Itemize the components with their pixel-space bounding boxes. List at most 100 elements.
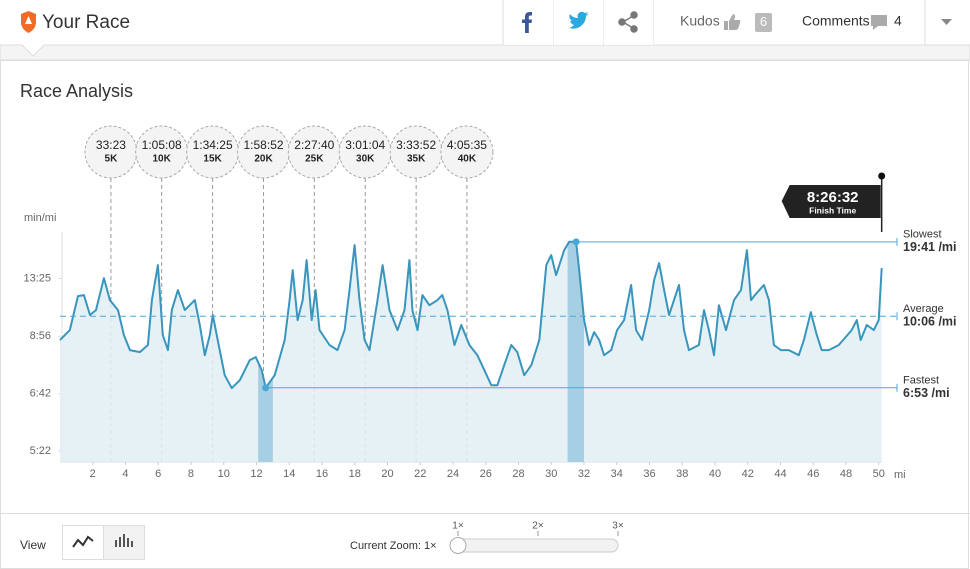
x-tick-label: 32 bbox=[578, 468, 590, 480]
comments-count[interactable]: 4 bbox=[894, 13, 902, 29]
x-tick-label: 48 bbox=[840, 468, 852, 480]
split-label: 25K bbox=[305, 154, 324, 165]
comment-icon[interactable] bbox=[871, 15, 887, 30]
split-label: 40K bbox=[458, 154, 477, 165]
header-divider bbox=[0, 44, 970, 61]
comments-button[interactable]: Comments 4 bbox=[802, 13, 902, 30]
logo-mark bbox=[25, 16, 32, 24]
thumb-icon[interactable] bbox=[724, 14, 741, 30]
split-time: 3:01:04 bbox=[345, 138, 385, 152]
x-tick-label: 12 bbox=[250, 468, 262, 480]
x-tick-label: 50 bbox=[873, 468, 885, 480]
button-bg[interactable] bbox=[62, 525, 104, 560]
annotation-label: Fastest bbox=[903, 375, 939, 387]
x-tick-label: 30 bbox=[545, 468, 557, 480]
share-dot[interactable] bbox=[630, 25, 638, 33]
menu-caret[interactable] bbox=[941, 19, 952, 25]
finish-flag bbox=[781, 185, 881, 218]
twitter-icon[interactable] bbox=[569, 11, 589, 29]
share-dot[interactable] bbox=[630, 11, 638, 19]
split-time: 1:58:52 bbox=[244, 138, 284, 152]
share-icon[interactable] bbox=[618, 11, 638, 33]
split-label: 35K bbox=[407, 154, 426, 165]
line-view-icon[interactable] bbox=[72, 535, 94, 548]
y-tick-label: 5:22 bbox=[30, 445, 51, 457]
kudos-count[interactable]: 6 bbox=[760, 14, 767, 29]
zoom-level[interactable]: 2× bbox=[532, 521, 544, 532]
x-tick-label: 10 bbox=[218, 468, 230, 480]
annotation-value: 10:06 /mi bbox=[903, 315, 957, 329]
comments-label[interactable]: Comments bbox=[802, 13, 870, 29]
x-tick-label: 18 bbox=[349, 468, 361, 480]
x-tick-label: 38 bbox=[676, 468, 688, 480]
x-tick-label: 8 bbox=[188, 468, 194, 480]
x-tick-label: 24 bbox=[447, 468, 459, 480]
kudos-label[interactable]: Kudos bbox=[680, 13, 720, 29]
split-time: 4:05:35 bbox=[447, 138, 487, 152]
x-tick-label: 20 bbox=[381, 468, 393, 480]
finish-label: Finish Time bbox=[809, 205, 856, 215]
split-time: 3:33:52 bbox=[396, 138, 436, 152]
line-view-button[interactable] bbox=[62, 525, 104, 560]
bar-view-icon[interactable] bbox=[115, 534, 133, 547]
facebook-icon[interactable] bbox=[522, 12, 532, 33]
zoom-level[interactable]: 3× bbox=[612, 521, 624, 532]
split-label: 5K bbox=[105, 154, 119, 165]
x-tick-label: 14 bbox=[283, 468, 295, 480]
share-dot[interactable] bbox=[618, 18, 626, 26]
split-label: 30K bbox=[356, 154, 375, 165]
y-tick-label: 8:56 bbox=[30, 330, 51, 342]
x-tick-label: 46 bbox=[807, 468, 819, 480]
kudos-button[interactable]: Kudos 6 bbox=[680, 13, 772, 32]
split-label: 15K bbox=[203, 154, 222, 165]
finish-dot bbox=[878, 172, 886, 180]
split-time: 2:27:40 bbox=[294, 138, 334, 152]
x-tick-label: 28 bbox=[512, 468, 524, 480]
zoom-level[interactable]: 1× bbox=[452, 521, 464, 532]
y-tick-label: 13:25 bbox=[23, 272, 51, 284]
zoom-slider[interactable]: 1× 2× 3× bbox=[449, 521, 624, 554]
slider-track[interactable] bbox=[451, 538, 619, 553]
x-tick-label: 34 bbox=[611, 468, 623, 480]
annotation-label: Average bbox=[903, 303, 944, 315]
facebook-button[interactable] bbox=[504, 0, 553, 45]
share-button[interactable] bbox=[604, 0, 653, 45]
annotation-dot bbox=[262, 384, 270, 392]
split-time: 1:34:25 bbox=[193, 138, 233, 152]
annotation-dot bbox=[572, 238, 580, 246]
split-bubble bbox=[440, 125, 494, 179]
button-bg[interactable] bbox=[604, 0, 653, 45]
section-title: Race Analysis bbox=[20, 81, 133, 101]
finish-time: 8:26:32 bbox=[807, 189, 859, 206]
x-unit: mi bbox=[894, 469, 906, 481]
split-label: 10K bbox=[153, 154, 172, 165]
highlight-band bbox=[567, 241, 584, 462]
x-tick-label: 22 bbox=[414, 468, 426, 480]
y-tick-label: 6:42 bbox=[30, 388, 51, 400]
zoom-label: Current Zoom: 1× bbox=[350, 540, 437, 552]
annotation-value: 6:53 /mi bbox=[903, 386, 950, 400]
pace-line bbox=[59, 240, 883, 390]
split-label: 20K bbox=[254, 154, 273, 165]
kudos-badge[interactable] bbox=[755, 13, 772, 32]
x-tick-label: 36 bbox=[643, 468, 655, 480]
twitter-button[interactable] bbox=[554, 0, 603, 45]
bar-view-button[interactable] bbox=[103, 525, 145, 560]
header-title: Your Race bbox=[42, 12, 130, 33]
split-time: 33:23 bbox=[96, 138, 126, 152]
x-tick-label: 40 bbox=[709, 468, 721, 480]
annotation-value: 19:41 /mi bbox=[903, 240, 957, 254]
slider-knob[interactable] bbox=[449, 537, 467, 554]
y-axis-label: min/mi bbox=[24, 212, 56, 224]
x-tick-label: 42 bbox=[742, 468, 754, 480]
chart: min/mi 5:22 6:42 8:56 13:25 2 4 6 8 10 12 14 16 18 20 2… bbox=[23, 125, 957, 481]
x-tick-label: 26 bbox=[480, 468, 492, 480]
split-time: 1:05:08 bbox=[142, 138, 182, 152]
header-bar bbox=[0, 0, 970, 45]
x-tick-label: 16 bbox=[316, 468, 328, 480]
x-tick-label: 4 bbox=[122, 468, 128, 480]
annotation-label: Slowest bbox=[903, 229, 942, 241]
x-tick-label: 2 bbox=[90, 468, 96, 480]
